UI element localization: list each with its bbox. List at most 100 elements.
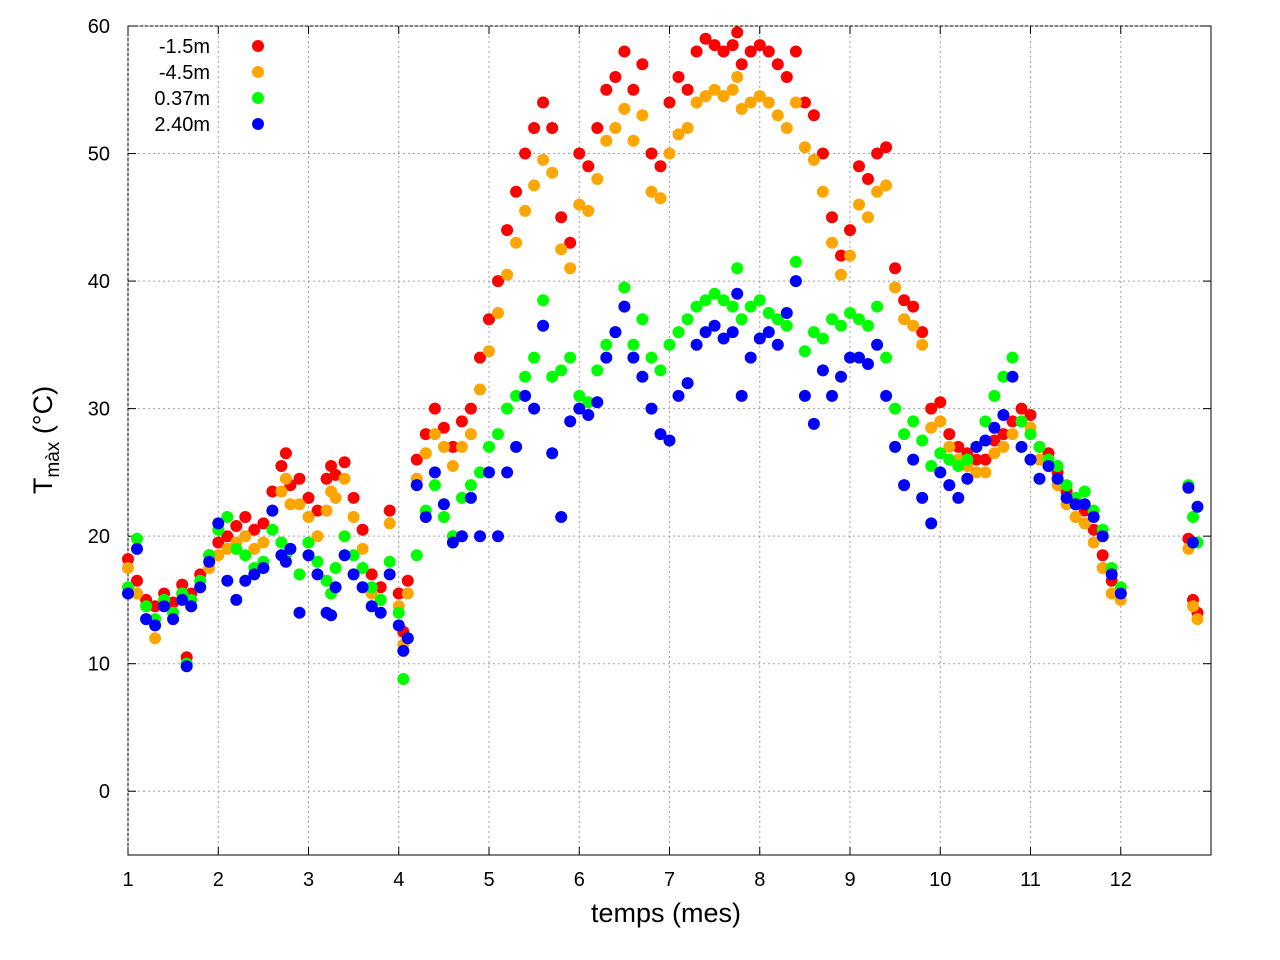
data-point (627, 351, 640, 364)
data-point (501, 268, 514, 281)
x-tick-label: 5 (483, 869, 494, 891)
data-point (383, 517, 396, 530)
data-point (221, 511, 234, 523)
data-point (816, 332, 829, 345)
legend-label: 0.37m (154, 88, 210, 110)
data-point (1187, 511, 1199, 523)
data-point (1060, 479, 1073, 492)
data-point (1087, 523, 1100, 536)
data-point (410, 479, 423, 492)
data-point (735, 313, 748, 326)
y-tick-label: 40 (88, 271, 110, 293)
data-point (185, 600, 198, 613)
data-point (988, 421, 1001, 434)
data-point (681, 313, 694, 326)
data-point (158, 600, 171, 613)
data-point (943, 440, 956, 453)
data-point (672, 326, 685, 339)
data-point (961, 453, 974, 466)
data-point (735, 102, 748, 115)
legend-marker (252, 92, 264, 104)
data-point (853, 313, 865, 326)
data-point (1006, 370, 1019, 383)
data-point (311, 568, 324, 581)
y-axis-label-unit: (°C) (28, 386, 58, 442)
data-point (428, 402, 441, 415)
data-point (952, 491, 965, 504)
y-axis-label-sub: màx (43, 441, 64, 477)
data-point (916, 491, 929, 504)
data-point (807, 417, 820, 430)
data-point (943, 479, 956, 492)
data-point (437, 421, 450, 434)
data-point (221, 574, 234, 587)
x-tick-label: 7 (664, 869, 675, 891)
data-point (816, 147, 829, 160)
data-point (835, 249, 847, 262)
data-point (419, 511, 432, 523)
data-point (726, 39, 739, 52)
data-point (591, 396, 604, 409)
data-point (528, 122, 541, 134)
data-point (464, 479, 477, 492)
data-point (1024, 453, 1037, 466)
data-point (419, 428, 432, 441)
data-point (609, 326, 622, 339)
data-point (654, 428, 667, 441)
data-point (474, 530, 486, 543)
data-point (510, 440, 523, 453)
data-point (934, 415, 947, 428)
data-point (455, 491, 468, 504)
data-point (731, 287, 744, 300)
data-point (943, 453, 956, 466)
data-point (1024, 409, 1037, 421)
data-point (753, 294, 766, 307)
data-point (180, 660, 193, 673)
data-point (979, 415, 992, 428)
data-point (519, 204, 532, 217)
data-point (681, 83, 694, 96)
data-point (230, 542, 243, 555)
data-point (600, 83, 613, 96)
data-point (762, 45, 775, 58)
data-point (952, 440, 965, 453)
data-point (194, 581, 207, 594)
data-point (789, 255, 802, 268)
data-point (356, 523, 369, 536)
data-point (311, 504, 324, 517)
data-point (708, 39, 721, 52)
data-point (934, 447, 947, 460)
data-point (654, 160, 667, 173)
data-point (483, 466, 495, 479)
data-point (618, 300, 631, 313)
data-point (325, 609, 338, 622)
data-point (131, 587, 143, 600)
data-point (582, 396, 595, 409)
data-point (717, 45, 730, 58)
data-point (988, 447, 1001, 460)
data-point (1096, 549, 1109, 562)
data-point (302, 511, 315, 523)
data-point (564, 236, 577, 249)
data-point (907, 453, 920, 466)
data-point (464, 491, 477, 504)
data-point (140, 613, 153, 626)
data-point (762, 326, 775, 339)
data-point (807, 153, 820, 166)
data-point (898, 479, 911, 492)
data-point (374, 593, 387, 606)
x-tick-label: 4 (393, 869, 404, 891)
data-point (338, 456, 351, 469)
x-tick-label: 10 (929, 869, 951, 891)
data-point (555, 243, 568, 256)
data-point (519, 389, 532, 402)
series--1.5m (122, 26, 1204, 664)
data-point (149, 619, 162, 632)
data-point (140, 600, 153, 613)
data-point (780, 122, 793, 134)
data-point (275, 536, 288, 549)
data-point (564, 262, 577, 275)
data-point (528, 402, 541, 415)
data-point (844, 351, 856, 364)
data-point (239, 511, 252, 523)
